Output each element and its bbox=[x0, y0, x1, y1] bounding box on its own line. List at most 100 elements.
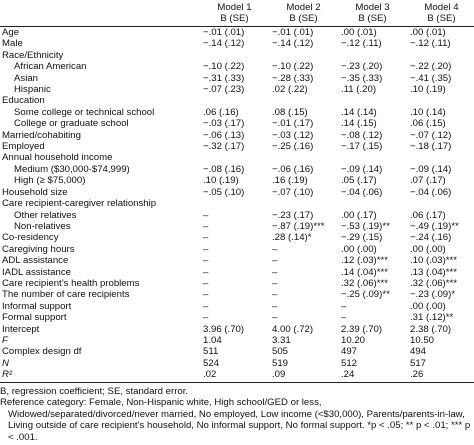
cell: −.07 (.10) bbox=[272, 186, 314, 198]
table-row: Caregiving hours – – .00 (.00) .00 (.00) bbox=[0, 244, 474, 255]
cell: −.01 (.01) bbox=[272, 27, 314, 38]
cell: −.03 (.17) bbox=[203, 118, 245, 130]
cell: .00 (.01) bbox=[341, 27, 377, 38]
cell: 3.31 bbox=[272, 334, 291, 346]
row-label: Formal support bbox=[2, 312, 67, 324]
table-row: College or graduate school −.03 (.17) −.01… bbox=[0, 118, 474, 129]
table-row: Formal support – – – .31 (.12)** bbox=[0, 312, 474, 323]
row-label: Informal support bbox=[2, 300, 72, 312]
cell: 10.20 bbox=[341, 334, 366, 346]
cell: .00 (.00) bbox=[410, 300, 446, 312]
group-label: Annual household income bbox=[2, 152, 113, 164]
cell: −.09 (.14) bbox=[341, 163, 383, 175]
cell: −.01 (.17) bbox=[272, 118, 314, 130]
footnote: B, regression coefficient; SE, standard … bbox=[0, 385, 189, 397]
footnote: Reference category: Female, Non-Hispanic… bbox=[0, 397, 471, 443]
cell: −.23 (.20) bbox=[341, 61, 383, 73]
cell: .07 (.17) bbox=[410, 175, 446, 187]
cell: −.29 (.15) bbox=[341, 232, 383, 244]
table-row: Complex design df 511 505 497 494 bbox=[0, 346, 474, 357]
column-header: B (SE) bbox=[269, 13, 338, 27]
cell: – bbox=[272, 243, 278, 255]
cell: .14 (.14) bbox=[341, 106, 377, 118]
cell: – bbox=[272, 266, 278, 278]
cell: .13 (.04)*** bbox=[410, 266, 457, 278]
cell: −.49 (.19)** bbox=[410, 220, 459, 232]
cell: 511 bbox=[203, 346, 219, 358]
table-row: Asian −.31 (.33) −.28 (.33) −.35 (.33) −.41 … bbox=[0, 73, 474, 84]
column-header: Model 3 bbox=[355, 2, 390, 13]
cell: – bbox=[272, 300, 278, 312]
cell: .06 (.16) bbox=[203, 106, 239, 118]
cell: 4.00 (.72) bbox=[272, 323, 314, 335]
cell: 2.38 (.70) bbox=[410, 323, 452, 335]
cell: .06 (.17) bbox=[410, 209, 446, 221]
cell: .10 (.19) bbox=[410, 84, 446, 96]
row-label: Male bbox=[2, 38, 23, 50]
cell: −.08 (.16) bbox=[203, 163, 245, 175]
cell: −.41 (.35) bbox=[410, 72, 452, 84]
cell: .31 (.12)** bbox=[410, 312, 454, 324]
table-row: ADL assistance – – .12 (.03)*** .10 (.03)*** bbox=[0, 255, 474, 266]
table-row: R² .02.09.24.26 bbox=[0, 369, 474, 383]
cell: – bbox=[341, 300, 347, 312]
row-label: Complex design df bbox=[2, 346, 82, 358]
table-row: Employed −.32 (.17) −.25 (.16) −.17 (.15) −.… bbox=[0, 141, 474, 152]
row-label: Co-residency bbox=[2, 232, 59, 244]
header-row: Model 1 Model 2 Model 3 Model 4 bbox=[0, 2, 474, 13]
cell: .10 (.19) bbox=[203, 175, 239, 187]
cell: 497 bbox=[341, 346, 358, 358]
cell: 494 bbox=[410, 346, 427, 358]
cell: .16 (.19) bbox=[272, 175, 308, 187]
cell: −.25 (.09)** bbox=[341, 289, 390, 301]
cell: .32 (.06)*** bbox=[341, 277, 388, 289]
group-row: Care recipient-caregiver relationship bbox=[0, 198, 474, 209]
cell: .10 (.03)*** bbox=[410, 255, 457, 267]
table-row: Medium ($30,000-$74,999) −.08 (.16) −.06 (… bbox=[0, 164, 474, 175]
cell: −.35 (.33) bbox=[341, 72, 383, 84]
column-header: Model 2 bbox=[286, 2, 321, 13]
group-row: Race/Ethnicity bbox=[0, 50, 474, 61]
cell: −.06 (.16) bbox=[272, 163, 314, 175]
cell: −.05 (.10) bbox=[203, 186, 245, 198]
table-row: F 1.04 3.31 10.20 10.50 bbox=[0, 335, 474, 346]
cell: 1.04 bbox=[203, 334, 222, 346]
table-row: African American −.10 (.22) −.10 (.22) −.23… bbox=[0, 61, 474, 72]
cell: – bbox=[272, 312, 278, 324]
cell: – bbox=[203, 243, 209, 255]
table-row: Household size −.05 (.10) −.07 (.10) −.04 (… bbox=[0, 187, 474, 198]
table-row: Other relatives – −.23 (.17) .00 (.17) .06 (… bbox=[0, 210, 474, 221]
row-label: R² bbox=[0, 369, 200, 383]
cell: 2.39 (.70) bbox=[341, 323, 383, 335]
table-row: Hispanic −.07 (.23) .02 (.22) .11 (.20) .10 … bbox=[0, 84, 474, 95]
column-header: Model 4 bbox=[424, 2, 459, 13]
column-header: Model 1 bbox=[217, 2, 252, 13]
cell: – bbox=[203, 209, 209, 221]
cell: – bbox=[341, 312, 347, 324]
cell: −.32 (.17) bbox=[203, 141, 245, 153]
row-label: College or graduate school bbox=[14, 118, 129, 130]
row-label: Employed bbox=[2, 141, 45, 153]
cell: .00 (.17) bbox=[341, 209, 377, 221]
cell: −.12 (.11) bbox=[341, 38, 382, 50]
row-label: High (≥ $75,000) bbox=[14, 175, 86, 187]
cell: −.18 (.17) bbox=[410, 141, 452, 153]
cell: .14 (.04)*** bbox=[341, 266, 388, 278]
table-row: Male −.14 (.12) −.14 (.12) −.12 (.11) −.12 (… bbox=[0, 38, 474, 49]
header-row: B (SE) B (SE) B (SE) B (SE) bbox=[0, 13, 474, 27]
cell: .00 (.01) bbox=[410, 27, 446, 38]
table-row: IADL assistance – – .14 (.04)*** .13 (.04)**… bbox=[0, 267, 474, 278]
cell: .02 bbox=[200, 369, 269, 383]
group-row: Education bbox=[0, 95, 474, 106]
table-row: Co-residency – .28 (.14)* −.29 (.15) −.24 (.… bbox=[0, 232, 474, 243]
cell: – bbox=[203, 289, 209, 301]
cell: .08 (.15) bbox=[272, 106, 308, 118]
column-header: B (SE) bbox=[407, 13, 474, 27]
row-label: N bbox=[2, 357, 9, 369]
row-label: The number of care recipients bbox=[2, 289, 130, 301]
cell: .00 (.00) bbox=[410, 243, 446, 255]
row-label: Non-relatives bbox=[14, 220, 71, 232]
cell: .00 (.00) bbox=[341, 243, 377, 255]
cell: −.10 (.22) bbox=[203, 61, 245, 73]
